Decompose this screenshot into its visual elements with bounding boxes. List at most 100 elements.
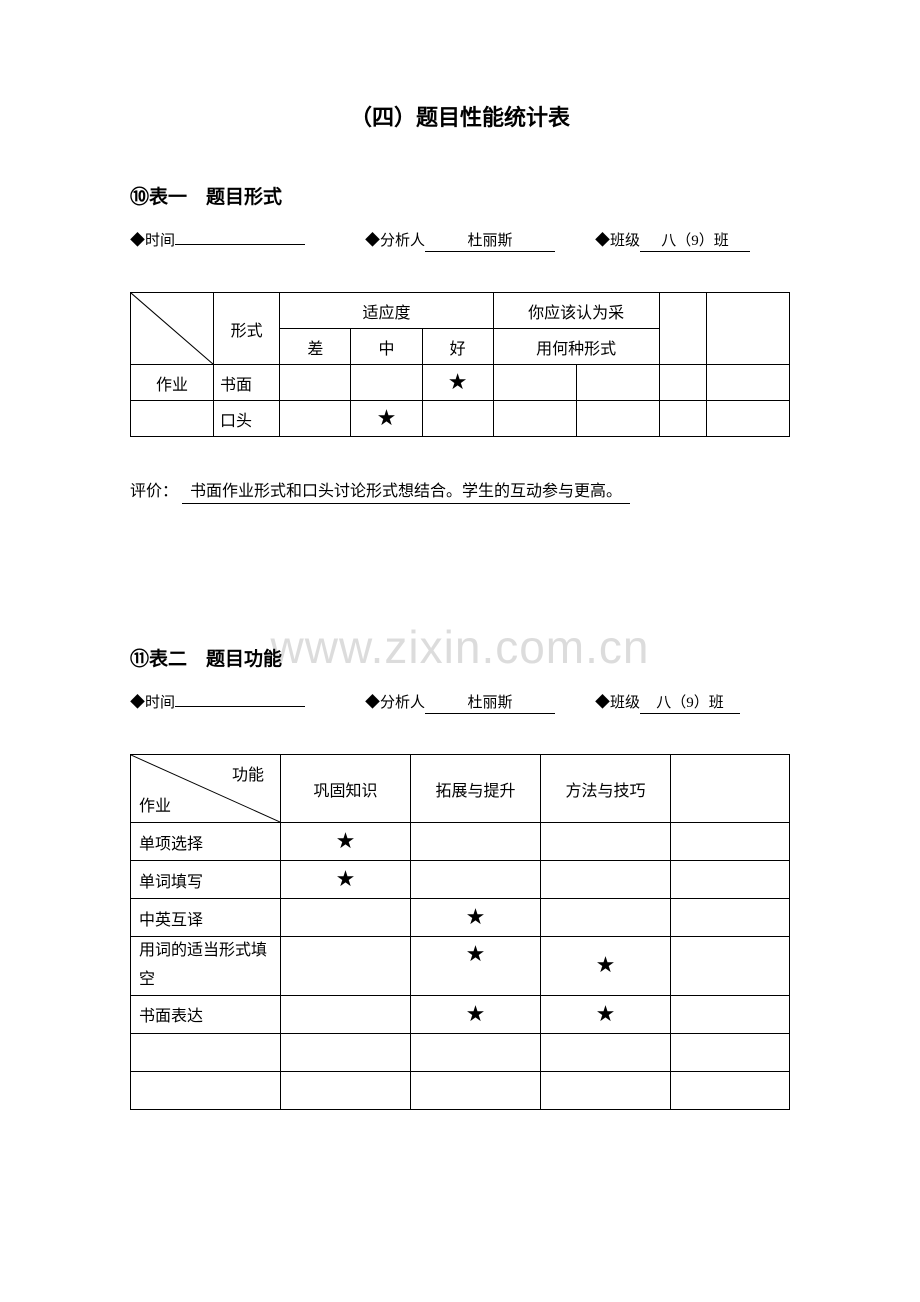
t2-r5-label: 书面表达 xyxy=(131,995,281,1033)
section1-meta: ◆时间 ◆分析人 杜丽斯 ◆班级 八（9）班 xyxy=(130,229,790,252)
t2-h-c1: 巩固知识 xyxy=(281,755,411,823)
t1-h-bad: 差 xyxy=(280,329,351,365)
t2-r5-c2: ★ xyxy=(411,995,541,1033)
eval-label: 评价： xyxy=(130,477,178,501)
t1-r2-rec1 xyxy=(493,401,576,437)
star-icon: ★ xyxy=(596,952,616,977)
t2-r3-c3 xyxy=(541,899,671,937)
t1-r2-rec2 xyxy=(576,401,659,437)
section1-subtitle: ⑩表一 题目形式 xyxy=(130,182,790,209)
class-label: ◆班级 xyxy=(595,691,640,712)
time-value xyxy=(175,243,305,245)
t1-h-form: 形式 xyxy=(213,293,279,365)
star-icon: ★ xyxy=(596,1001,616,1026)
t2-r6-c2 xyxy=(411,1033,541,1071)
section2-meta: ◆时间 ◆分析人 杜丽斯 ◆班级 八（9）班 xyxy=(130,691,790,714)
t2-r2-c2 xyxy=(411,861,541,899)
t2-diag-top: 功能 xyxy=(232,761,264,785)
t2-h-c3: 方法与技巧 xyxy=(541,755,671,823)
t1-h-ext2 xyxy=(706,293,789,365)
t1-r1-mid xyxy=(351,365,422,401)
star-icon: ★ xyxy=(377,405,397,430)
t1-r1-bad xyxy=(280,365,351,401)
t2-r7-c4 xyxy=(671,1071,790,1109)
t2-r1-c4 xyxy=(671,823,790,861)
t2-r7-c1 xyxy=(281,1071,411,1109)
t1-r1-rec2 xyxy=(576,365,659,401)
table-one: 形式 适应度 你应该认为采 差 中 好 用何种形式 作业 书面 ★ 口头 ★ xyxy=(130,292,790,437)
time-label: ◆时间 xyxy=(130,691,175,712)
page-title: （四）题目性能统计表 xyxy=(130,100,790,132)
t1-h-mid: 中 xyxy=(351,329,422,365)
t2-r2-label: 单词填写 xyxy=(131,861,281,899)
t2-r6-c3 xyxy=(541,1033,671,1071)
star-icon: ★ xyxy=(466,941,486,966)
star-icon: ★ xyxy=(448,369,468,394)
t2-r7-c3 xyxy=(541,1071,671,1109)
t2-r5-c4 xyxy=(671,995,790,1033)
t2-r4-c4 xyxy=(671,937,790,996)
t2-r3-c2: ★ xyxy=(411,899,541,937)
t2-r4-label: 用词的适当形式填空 xyxy=(131,937,281,996)
t2-diag-bottom: 作业 xyxy=(139,792,171,816)
star-icon: ★ xyxy=(466,904,486,929)
t2-r1-c3 xyxy=(541,823,671,861)
t1-diag-cell xyxy=(131,293,214,365)
t2-r3-c4 xyxy=(671,899,790,937)
t2-r7-label xyxy=(131,1071,281,1109)
t2-r3-c1 xyxy=(281,899,411,937)
table-two: 功能 作业 巩固知识 拓展与提升 方法与技巧 单项选择 ★ 单词填写 ★ 中英互… xyxy=(130,754,790,1110)
t2-r7-c2 xyxy=(411,1071,541,1109)
star-icon: ★ xyxy=(336,828,356,853)
t1-r1-ext2 xyxy=(706,365,789,401)
analyst-label: ◆分析人 xyxy=(365,691,425,712)
t2-r6-c1 xyxy=(281,1033,411,1071)
t2-r1-label: 单项选择 xyxy=(131,823,281,861)
t2-r6-c4 xyxy=(671,1033,790,1071)
t1-r2-good xyxy=(422,401,493,437)
time-label: ◆时间 xyxy=(130,229,175,250)
t2-r4-c3: ★ xyxy=(541,937,671,996)
evaluation-row: 评价： 书面作业形式和口头讨论形式想结合。学生的互动参与更高。 xyxy=(130,477,790,504)
t1-h-good: 好 xyxy=(422,329,493,365)
t1-r1-label: 作业 xyxy=(131,365,214,401)
t1-h-adapt: 适应度 xyxy=(280,293,493,329)
t2-r6-label xyxy=(131,1033,281,1071)
t2-r5-c1 xyxy=(281,995,411,1033)
time-value xyxy=(175,705,305,707)
star-icon: ★ xyxy=(336,866,356,891)
eval-value: 书面作业形式和口头讨论形式想结合。学生的互动参与更高。 xyxy=(182,477,630,504)
t1-r2-bad xyxy=(280,401,351,437)
t1-r2-ext1 xyxy=(659,401,706,437)
t1-r1-rec1 xyxy=(493,365,576,401)
t2-r2-c3 xyxy=(541,861,671,899)
t2-r4-c1 xyxy=(281,937,411,996)
t1-r2-ext2 xyxy=(706,401,789,437)
star-icon: ★ xyxy=(466,1001,486,1026)
analyst-value: 杜丽斯 xyxy=(425,229,555,252)
t1-h-rec1: 你应该认为采 xyxy=(493,293,659,329)
t2-r1-c2 xyxy=(411,823,541,861)
class-value: 八（9）班 xyxy=(640,229,750,252)
t1-r1-ext1 xyxy=(659,365,706,401)
t2-r1-c1: ★ xyxy=(281,823,411,861)
t1-h-ext1 xyxy=(659,293,706,365)
t1-r2-form: 口头 xyxy=(213,401,279,437)
t2-r4-c2: ★ xyxy=(411,937,541,996)
t2-r5-c3: ★ xyxy=(541,995,671,1033)
t1-r2-label xyxy=(131,401,214,437)
t2-h-c2: 拓展与提升 xyxy=(411,755,541,823)
analyst-label: ◆分析人 xyxy=(365,229,425,250)
t2-r2-c1: ★ xyxy=(281,861,411,899)
t2-diag-cell: 功能 作业 xyxy=(131,755,281,823)
t2-r2-c4 xyxy=(671,861,790,899)
section2-subtitle: ⑪表二 题目功能 xyxy=(130,644,790,671)
t1-r1-form: 书面 xyxy=(213,365,279,401)
class-value: 八（9）班 xyxy=(640,691,740,714)
t1-r2-mid: ★ xyxy=(351,401,422,437)
t1-r1-good: ★ xyxy=(422,365,493,401)
analyst-value: 杜丽斯 xyxy=(425,691,555,714)
t1-h-rec2: 用何种形式 xyxy=(493,329,659,365)
class-label: ◆班级 xyxy=(595,229,640,250)
t2-h-c4 xyxy=(671,755,790,823)
